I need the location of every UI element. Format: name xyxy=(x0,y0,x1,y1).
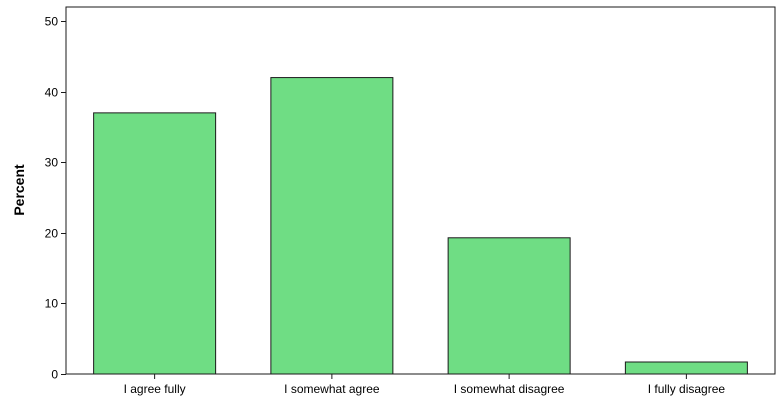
x-tick-label: I somewhat disagree xyxy=(454,382,565,396)
bar xyxy=(93,112,217,375)
y-tick-label: 40 xyxy=(45,86,59,100)
y-tick-label: 50 xyxy=(45,15,59,29)
y-tick-label: 10 xyxy=(45,297,59,311)
x-tick-label: I agree fully xyxy=(124,382,186,396)
y-tick-label: 30 xyxy=(45,156,59,170)
x-tick-label: I somewhat agree xyxy=(284,382,380,396)
plot-area: 0 10 20 30 40 50 I agree fully I somewhat agree… xyxy=(45,6,776,396)
bar xyxy=(624,361,748,375)
plot-frame xyxy=(65,6,776,375)
y-tick-label: 0 xyxy=(51,368,58,382)
y-tick-label: 20 xyxy=(45,227,59,241)
x-tick-label: I fully disagree xyxy=(648,382,726,396)
bar xyxy=(270,77,394,375)
bar xyxy=(447,237,571,375)
y-axis-title: Percent xyxy=(11,164,27,216)
